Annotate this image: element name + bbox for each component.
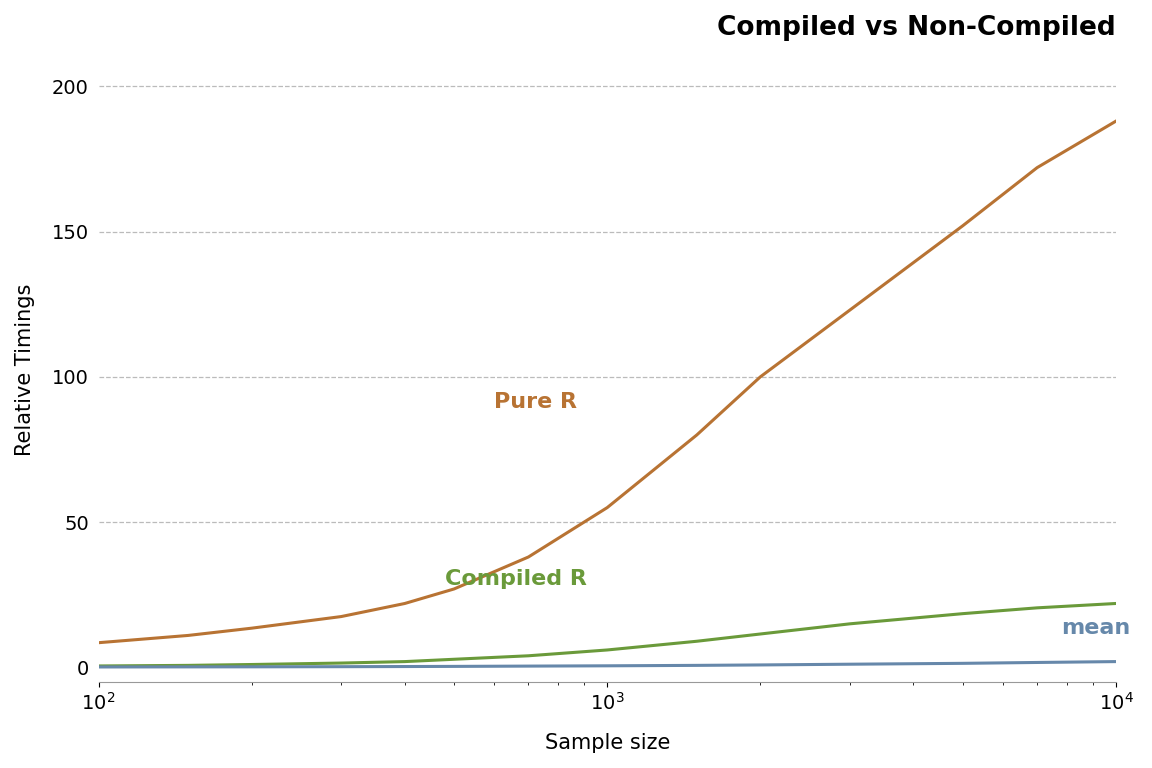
Text: Compiled R: Compiled R bbox=[445, 569, 586, 589]
Text: Pure R: Pure R bbox=[494, 392, 577, 412]
Text: mean: mean bbox=[1061, 618, 1130, 638]
Y-axis label: Relative Timings: Relative Timings bbox=[15, 283, 35, 455]
Text: Compiled vs Non-Compiled: Compiled vs Non-Compiled bbox=[718, 15, 1116, 41]
X-axis label: Sample size: Sample size bbox=[545, 733, 670, 753]
